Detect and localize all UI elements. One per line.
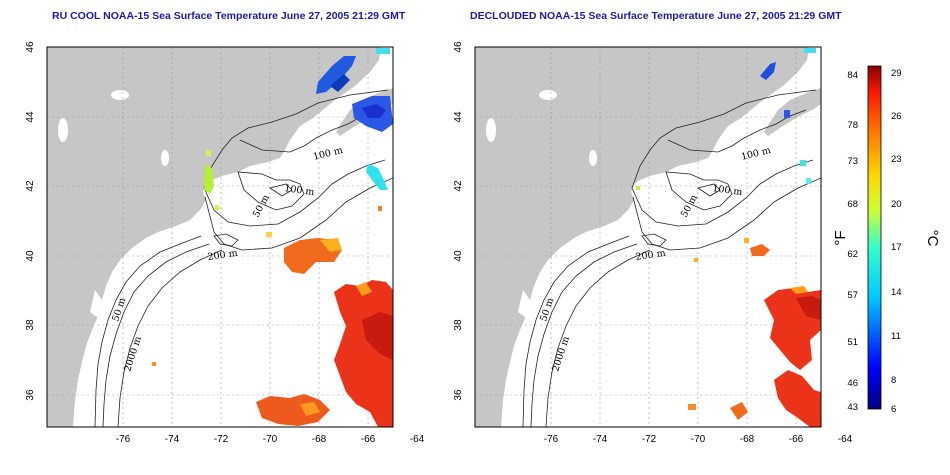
fahrenheit-tick: 57 — [847, 290, 858, 301]
contour-label-200m: 200 m — [635, 248, 666, 263]
x-tick-label: -70 — [263, 434, 278, 445]
contour-label-100m-b: 100 m — [712, 183, 743, 198]
y-tick-label: 40 — [453, 250, 464, 262]
sst-patches — [636, 48, 821, 427]
y-tick-label: 46 — [25, 41, 36, 53]
contour-label-100m-b: 100 m — [284, 183, 315, 198]
celsius-tick: 11 — [891, 331, 901, 342]
land-nova-scotia — [764, 88, 821, 136]
x-tick-label: -72 — [214, 434, 229, 445]
y-axis-ticks: 46 44 42 40 38 36 — [25, 41, 36, 401]
y-tick-label: 36 — [453, 389, 464, 401]
land-mass — [475, 47, 809, 427]
y-tick-label: 46 — [453, 41, 464, 53]
contour-label-200m: 200 m — [207, 248, 238, 263]
lake — [486, 118, 496, 142]
lake — [589, 150, 597, 166]
fahrenheit-tick: 62 — [847, 249, 858, 260]
sst-patches — [152, 48, 393, 427]
x-tick-label: -74 — [165, 434, 180, 445]
lake — [58, 118, 68, 142]
land-mass — [47, 47, 381, 427]
y-tick-label: 38 — [25, 319, 36, 331]
y-tick-label: 44 — [25, 111, 36, 123]
x-tick-label: -66 — [361, 434, 376, 445]
x-tick-label: -68 — [740, 434, 755, 445]
celsius-unit-label: °C — [924, 230, 941, 247]
fahrenheit-unit-label: °F — [832, 230, 849, 245]
fahrenheit-tick: 78 — [847, 120, 858, 131]
x-tick-label: -66 — [789, 434, 804, 445]
fahrenheit-tick: 51 — [847, 337, 858, 348]
y-tick-label: 40 — [25, 250, 36, 262]
x-axis-ticks: -76 -74 -72 -70 -68 -66 -64 — [116, 434, 425, 445]
x-tick-label: -76 — [544, 434, 559, 445]
y-tick-label: 42 — [25, 180, 36, 192]
fahrenheit-tick: 46 — [847, 378, 858, 389]
y-tick-label: 42 — [453, 180, 464, 192]
celsius-tick: 29 — [891, 68, 902, 79]
colorbar-gradient — [867, 65, 882, 410]
map-frame — [46, 46, 394, 428]
colorbar-celsius-ticks: 29 26 23 20 17 14 11 8 6 — [891, 68, 902, 415]
x-tick-label: -70 — [691, 434, 706, 445]
fahrenheit-tick: 43 — [847, 402, 858, 413]
celsius-tick: 26 — [891, 111, 902, 122]
celsius-tick: 8 — [891, 375, 896, 386]
fahrenheit-tick: 73 — [847, 156, 858, 167]
celsius-tick: 17 — [891, 242, 902, 253]
chesapeake-bay — [518, 290, 530, 318]
lake — [161, 150, 169, 166]
map-panel-right: 100 m 100 m 50 m 200 m 50 m 2000 m -76 -… — [453, 41, 853, 445]
chesapeake-bay — [90, 290, 102, 318]
celsius-tick: 20 — [891, 199, 902, 210]
lake — [539, 90, 557, 100]
x-axis-ticks: -76 -74 -72 -70 -68 -66 -64 — [544, 434, 853, 445]
colorbar: 84 78 73 68 62 57 51 46 43 29 26 23 20 1… — [832, 65, 941, 415]
x-tick-label: -76 — [116, 434, 131, 445]
bathymetry-contours — [94, 89, 393, 427]
celsius-tick: 23 — [891, 154, 902, 165]
map-title-left: RU COOL NOAA-15 Sea Surface Temperature … — [52, 10, 406, 22]
lake — [111, 90, 129, 100]
colorbar-fahrenheit-ticks: 84 78 73 68 62 57 51 46 43 — [847, 70, 858, 413]
y-axis-ticks: 46 44 42 40 38 36 — [453, 41, 464, 401]
x-tick-label: -64 — [838, 434, 853, 445]
celsius-tick: 14 — [891, 287, 902, 298]
fahrenheit-tick: 84 — [847, 70, 858, 81]
x-tick-label: -64 — [410, 434, 425, 445]
x-tick-label: -72 — [642, 434, 657, 445]
map-frame — [474, 46, 822, 428]
y-tick-label: 36 — [25, 389, 36, 401]
map-panel-left: 100 m 100 m 50 m 200 m 50 m 2000 m -76 -… — [25, 41, 425, 445]
celsius-tick: 6 — [891, 404, 896, 415]
x-tick-label: -74 — [593, 434, 608, 445]
y-tick-label: 44 — [453, 111, 464, 123]
x-tick-label: -68 — [312, 434, 327, 445]
fahrenheit-tick: 68 — [847, 199, 858, 210]
bathymetry-contours — [522, 89, 821, 427]
map-title-right: DECLOUDED NOAA-15 Sea Surface Temperatur… — [470, 10, 842, 22]
y-tick-label: 38 — [453, 319, 464, 331]
